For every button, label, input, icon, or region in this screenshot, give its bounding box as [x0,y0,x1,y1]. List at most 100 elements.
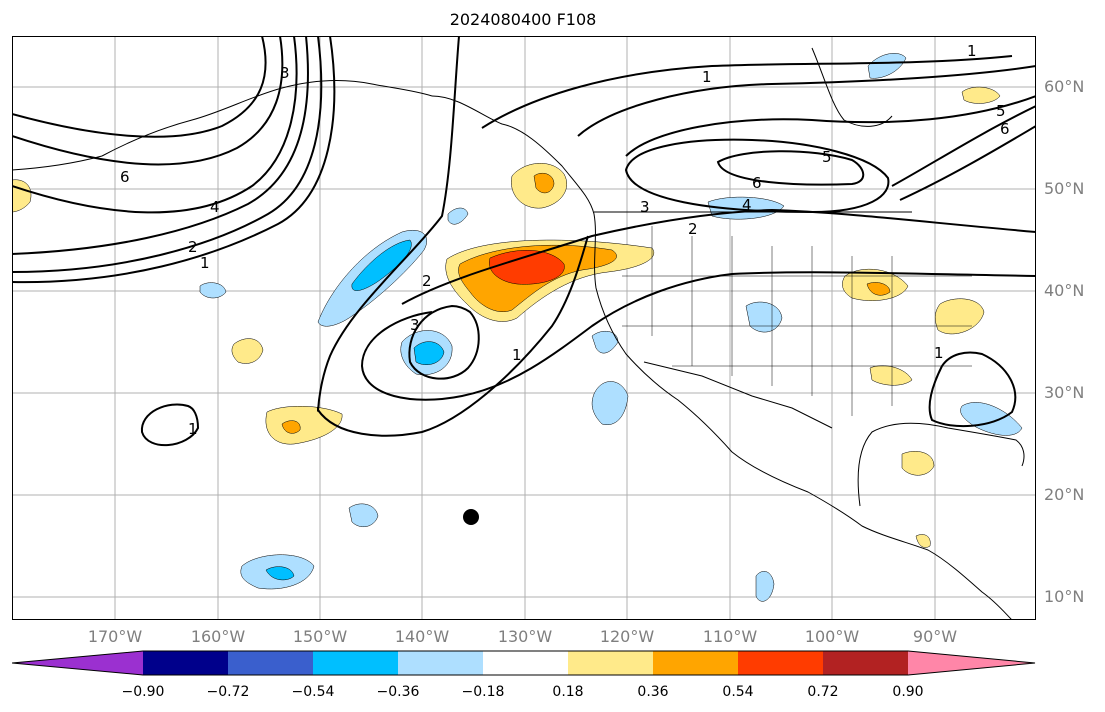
negative-anomaly-region [199,282,227,299]
contour-label: 2 [188,238,198,256]
negative-anomaly-region [755,571,775,602]
lat-label: 20°N [1044,485,1085,504]
positive-anomaly-region [915,534,931,548]
negative-anomaly-region [348,503,379,528]
colorbar-bin [823,651,909,675]
contour-label: 6 [752,174,762,192]
lon-label: 150°W [292,627,348,646]
positive-anomaly-region [866,282,891,296]
colorbar-bin [143,651,229,675]
contour-line [928,351,1017,428]
colorbar-tick-label: −0.54 [291,684,335,700]
lon-label: 100°W [804,627,860,646]
contour-line [12,36,336,284]
lon-label: 130°W [497,627,553,646]
storm-position-marker [463,509,479,525]
contour-line [577,65,1036,137]
lat-label: 40°N [1044,281,1085,300]
contour-line [401,208,1036,305]
positive-anomaly-region [489,250,565,285]
negative-anomaly-region [413,341,445,365]
negative-anomaly-region [351,239,412,291]
negative-anomaly-region [265,566,295,581]
shaded-anomalies [12,53,1023,602]
contour-line [12,36,298,214]
contour-line [316,36,589,437]
colorbar-tick-label: −0.18 [461,684,505,700]
colorbar-tick-label: 0.36 [637,684,669,700]
us-mexico-border [643,361,833,429]
contour-line [625,95,1036,157]
colorbar-bin [653,651,739,675]
lon-label: 120°W [599,627,655,646]
colorbar-bin [228,651,314,675]
lon-label: 110°W [702,627,758,646]
colorbar-bin [313,651,399,675]
colorbar-tick-label: −0.36 [376,684,420,700]
colorbar-tick-label: 0.18 [552,684,584,700]
contour-line [360,271,1036,401]
contour-label: 2 [688,220,698,238]
contour-label: 5 [822,148,832,166]
north-america-coastline [431,95,1013,620]
gulf-of-mexico-coastline [857,422,1025,507]
contour-line [140,403,200,446]
contour-line [12,36,323,273]
contour-line [891,105,1036,187]
alaska-coastline [101,80,433,157]
contour-label: 1 [200,254,210,272]
lat-label: 10°N [1044,587,1085,606]
contour-line [12,36,267,138]
colorbar-bin [568,651,654,675]
negative-anomaly-region [960,402,1023,436]
colorbar-bin [398,651,484,675]
lon-label: 140°W [394,627,450,646]
colorbar-tick-label: −0.72 [206,684,250,700]
positive-anomaly-region [281,420,301,434]
contour-line [716,150,865,186]
contour-label: 6 [1000,120,1010,138]
negative-anomaly-region [745,301,783,333]
contour-labels: 6 4 2 1 3 1 2 3 6 5 4 2 1 3 1 1 5 6 1 [120,42,1010,438]
negative-anomaly-region [447,207,469,225]
colorbar-tick-label: 0.90 [892,684,924,700]
colorbar-bin [483,651,569,675]
contour-label: 3 [410,316,420,334]
positive-anomaly-region [935,298,985,335]
contour-line [12,36,284,166]
contour-label: 4 [210,198,220,216]
contour-label: 5 [996,102,1006,120]
colorbar-extend-high [908,651,1036,675]
positive-anomaly-region [961,86,1001,104]
contour-line [899,125,1036,201]
colorbar [12,650,1036,676]
map-panel: 6 4 2 1 3 1 2 3 6 5 4 2 1 3 1 1 5 6 1 [12,36,1036,620]
contour-label: 1 [702,68,712,86]
contour-label: 1 [967,42,977,60]
contour-line [481,55,1013,129]
positive-anomaly-region [231,338,264,364]
negative-anomaly-region [591,381,629,426]
us-state-lines [622,226,972,416]
coastlines [12,47,1025,620]
contour-label: 3 [280,64,290,82]
colorbar-tick-label: 0.54 [722,684,754,700]
contour-label: 2 [422,272,432,290]
lon-label: 160°W [190,627,246,646]
lon-label: 90°W [912,627,958,646]
hudson-bay-coastline [811,47,893,127]
contour-label: 6 [120,168,130,186]
contour-label: 3 [640,198,650,216]
contour-line [624,138,890,214]
contour-line [12,36,309,255]
positive-anomaly-region [533,173,555,194]
contour-line [408,304,480,380]
positive-anomaly-region [901,451,935,476]
contour-label: 1 [934,344,944,362]
colorbar-outline [12,650,1036,676]
colorbar-extend-low [12,651,143,675]
lat-label: 30°N [1044,383,1085,402]
colorbar-bin [738,651,824,675]
contour-label: 4 [742,196,752,214]
map-title: 2024080400 F108 [449,10,597,29]
